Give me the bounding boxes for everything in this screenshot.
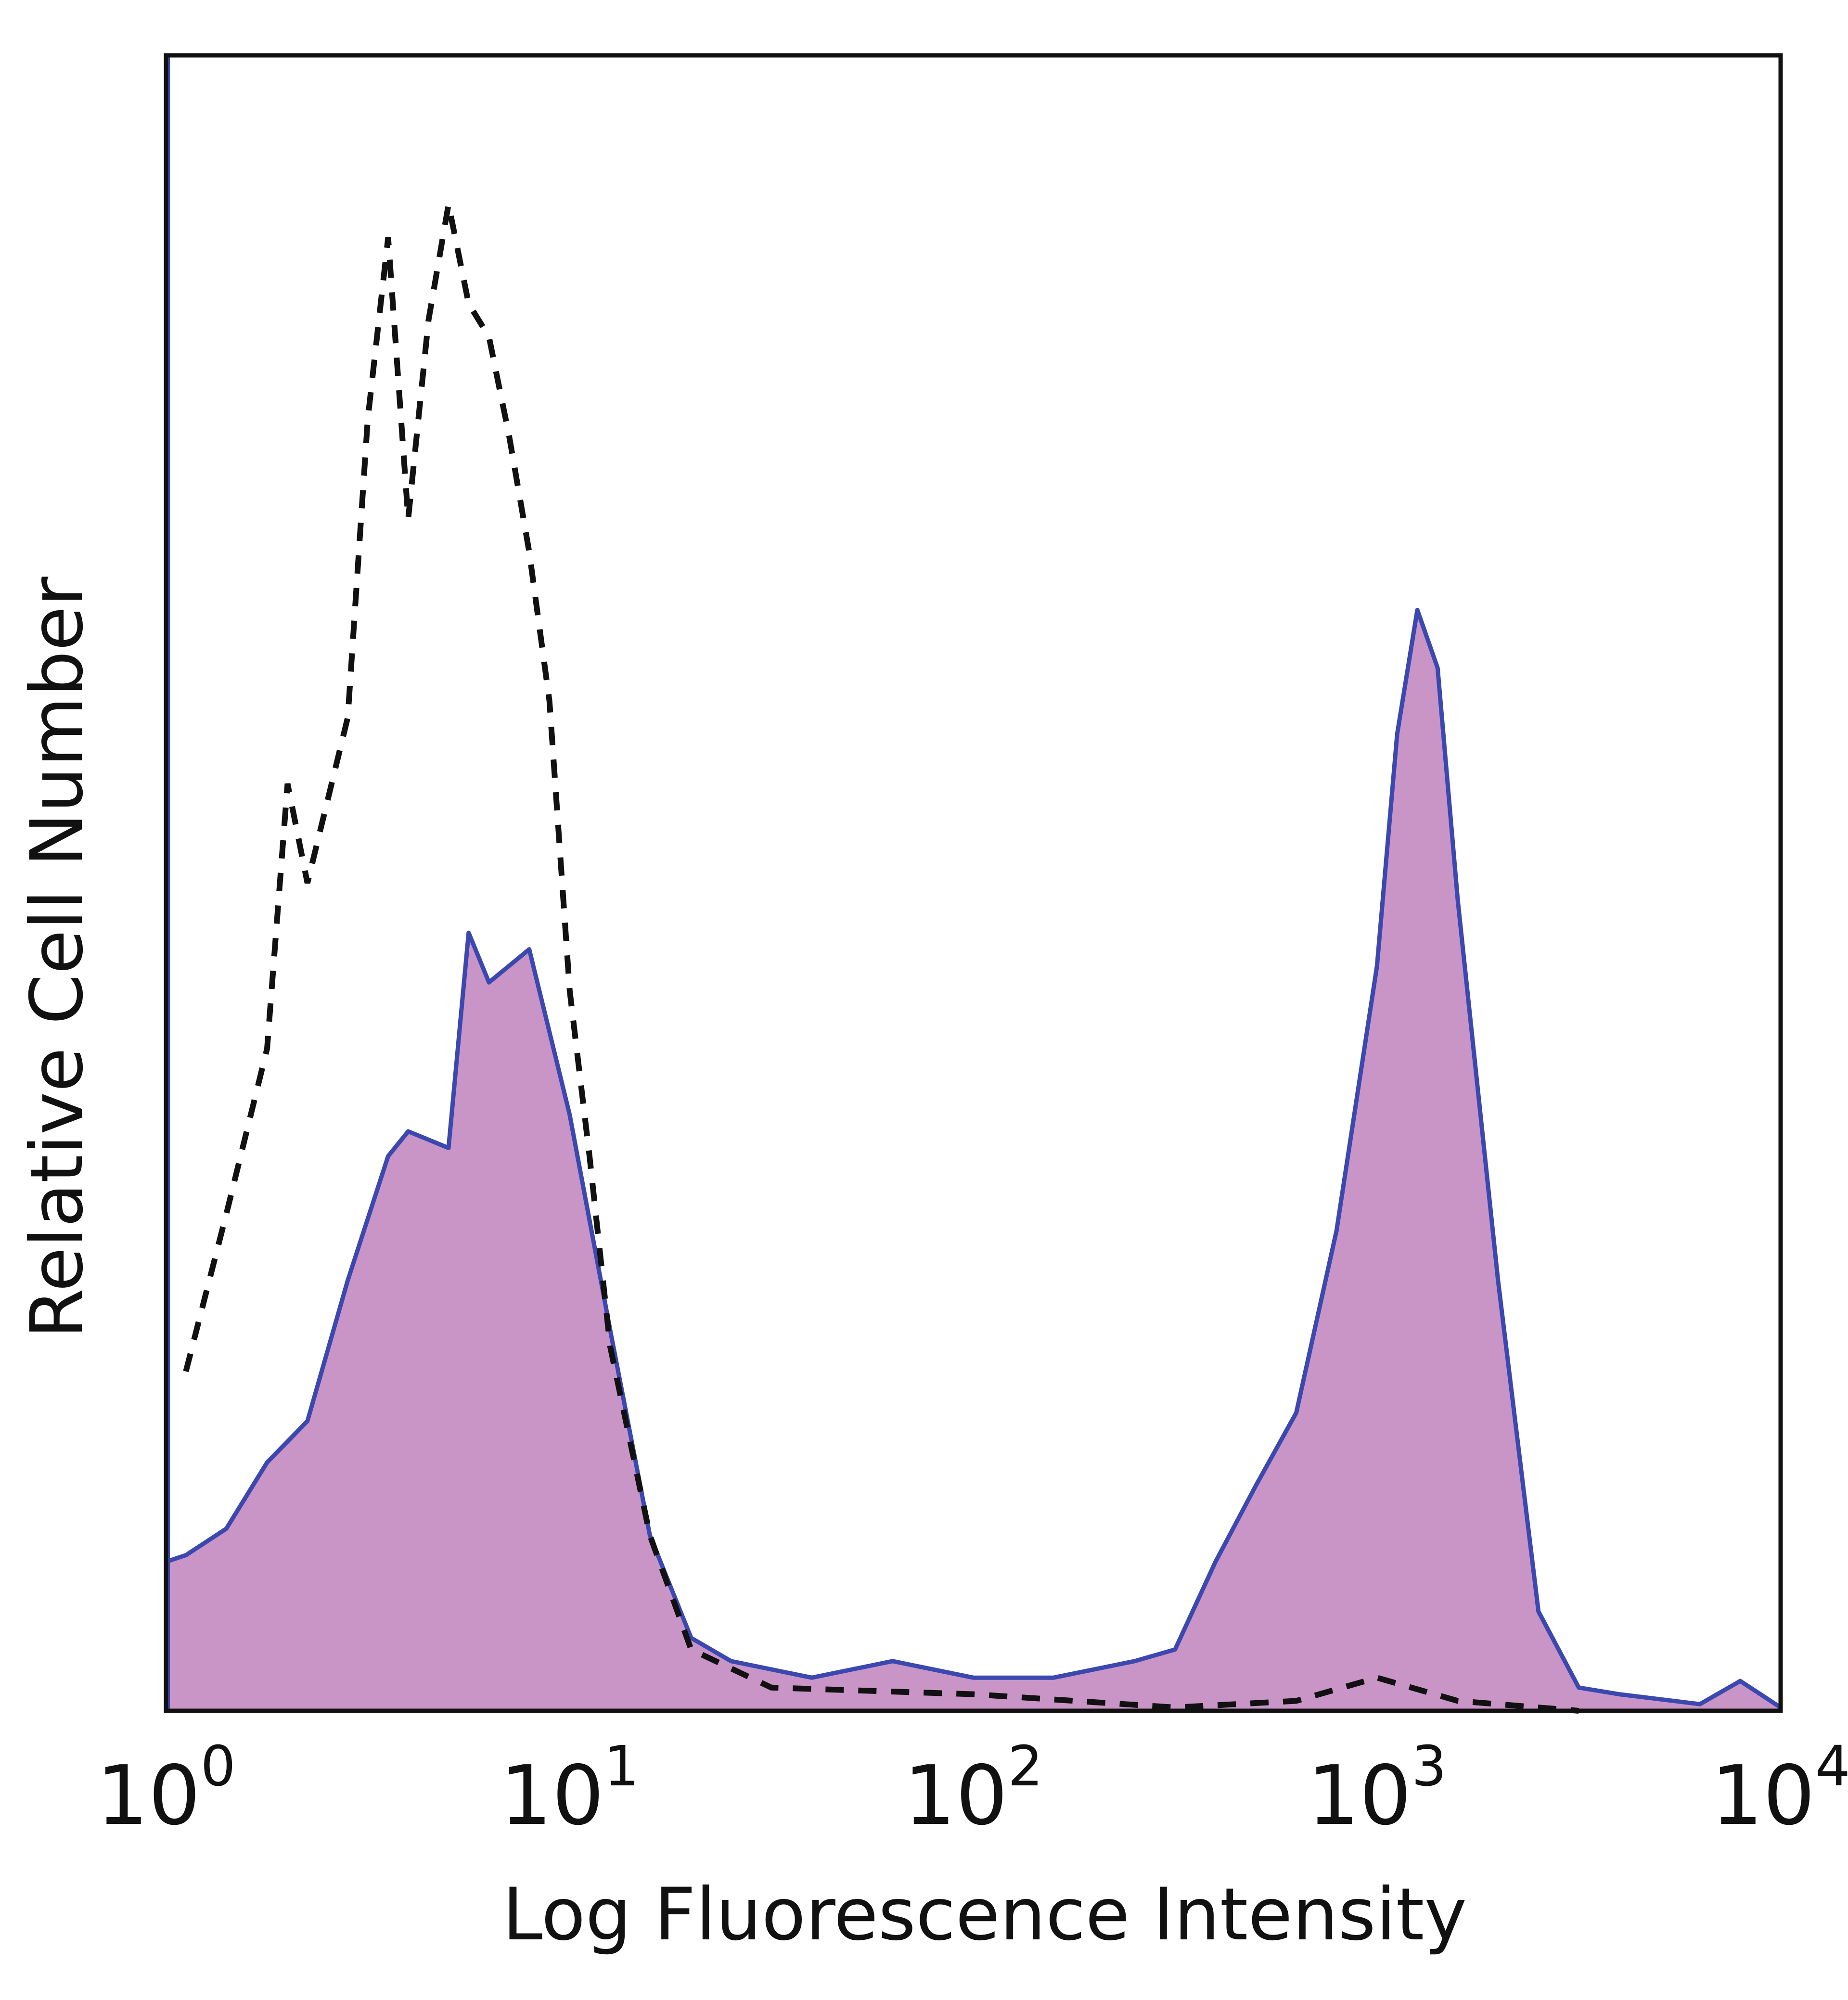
x-tick-base: 10 (500, 1748, 604, 1844)
stained-histogram-fill (166, 610, 1781, 1711)
y-axis-label: Relative Cell Number (15, 577, 99, 1339)
x-tick-label: 104 (1711, 1734, 1848, 1844)
x-tick-exponent: 1 (604, 1734, 639, 1799)
x-tick-base: 10 (1711, 1748, 1815, 1844)
x-tick-label: 102 (904, 1734, 1043, 1844)
stained-histogram-line (165, 607, 1782, 1709)
x-tick-base: 10 (904, 1748, 1008, 1844)
x-tick-label: 100 (96, 1734, 236, 1844)
x-tick-exponent: 3 (1412, 1734, 1447, 1799)
x-tick-labels: 100 101 102 103 104 (96, 1734, 1848, 1844)
x-tick-label: 101 (500, 1734, 640, 1844)
plot-frame (164, 53, 1783, 1713)
x-tick-base: 10 (96, 1748, 200, 1844)
x-tick-exponent: 0 (201, 1734, 236, 1799)
x-tick-exponent: 2 (1008, 1734, 1043, 1799)
x-tick-label: 103 (1308, 1734, 1447, 1844)
x-axis-label: Log Fluorescence Intensity (502, 1873, 1467, 1957)
x-tick-exponent: 4 (1815, 1734, 1848, 1799)
x-tick-base: 10 (1308, 1748, 1412, 1844)
